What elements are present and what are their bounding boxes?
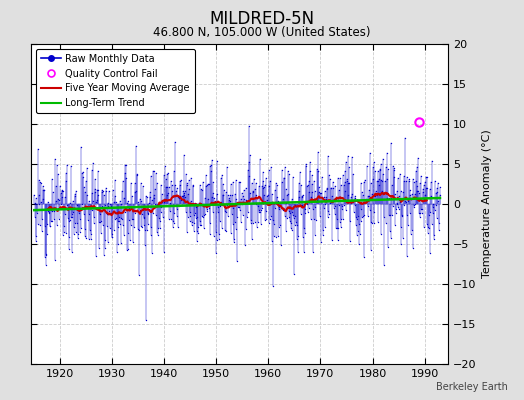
- Legend: Raw Monthly Data, Quality Control Fail, Five Year Moving Average, Long-Term Tren: Raw Monthly Data, Quality Control Fail, …: [36, 49, 195, 113]
- Text: Berkeley Earth: Berkeley Earth: [436, 382, 508, 392]
- Text: 46.800 N, 105.000 W (United States): 46.800 N, 105.000 W (United States): [153, 26, 371, 39]
- Text: MILDRED-5N: MILDRED-5N: [210, 10, 314, 28]
- Y-axis label: Temperature Anomaly (°C): Temperature Anomaly (°C): [482, 130, 492, 278]
